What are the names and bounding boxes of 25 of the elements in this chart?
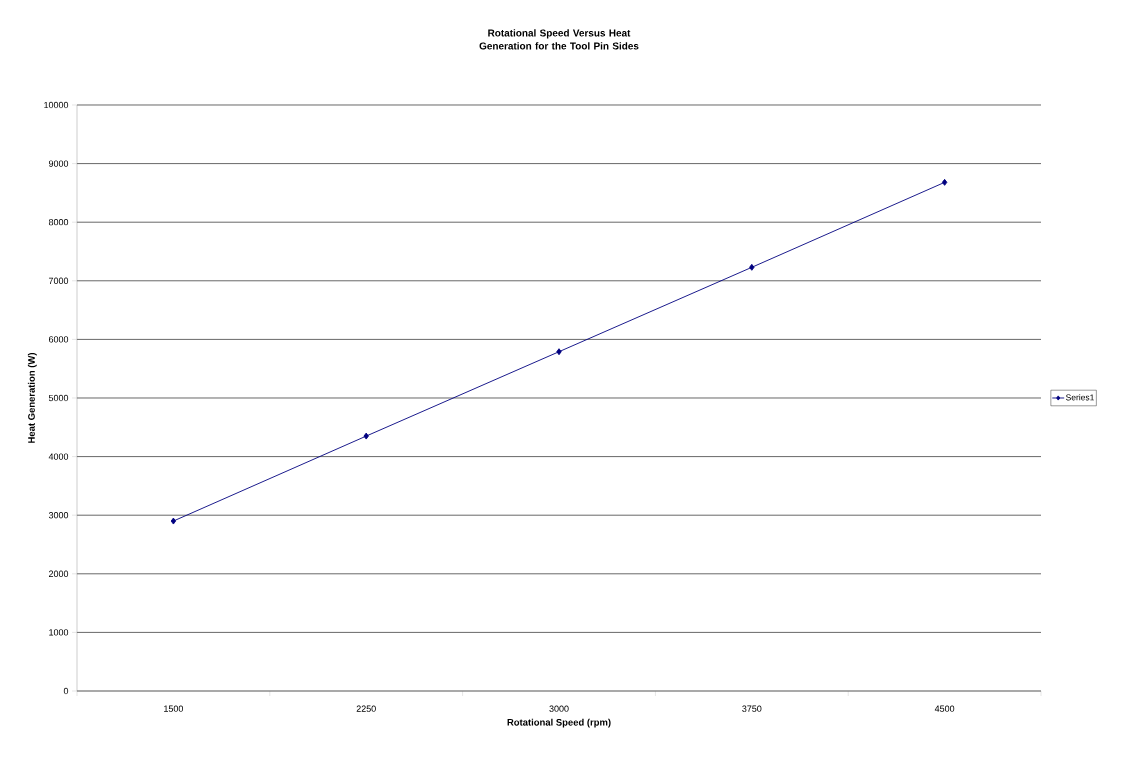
point (556, 348, 562, 356)
point (363, 432, 369, 440)
point (170, 517, 177, 525)
x-tick-label: 3000 (549, 705, 569, 712)
chart-title: Rotational Speed Versus Heat Generation for the Tool Pin Sides (479, 29, 639, 50)
y-tick-label: 1000 (49, 629, 69, 636)
y-tick-label: 0 (63, 687, 69, 695)
y-tick-label: 8000 (48, 219, 69, 226)
x-tick-label: 3750 (742, 705, 762, 712)
y-tick-label: 6000 (48, 336, 69, 343)
point (749, 263, 755, 271)
x-axis-title: Rotational Speed (rpm) (507, 718, 611, 728)
x-tick-label: 4500 (934, 705, 955, 712)
y-tick-label: 7000 (48, 277, 69, 284)
x-tick-label: 2250 (356, 705, 376, 712)
y-tick-label: 9000 (48, 160, 69, 167)
y-tick-label: 2000 (48, 570, 69, 577)
y-tick-label: 3000 (48, 512, 69, 519)
y-tick-label: 5000 (48, 394, 69, 402)
y-axis-title: Heat Generation (W) (27, 352, 37, 443)
legend-label: Series1 (1066, 394, 1094, 401)
x-tick-label: 1500 (164, 705, 184, 712)
y-tick-label: 4000 (48, 453, 69, 460)
y-tick-label: 10000 (44, 101, 69, 109)
point (941, 178, 948, 186)
